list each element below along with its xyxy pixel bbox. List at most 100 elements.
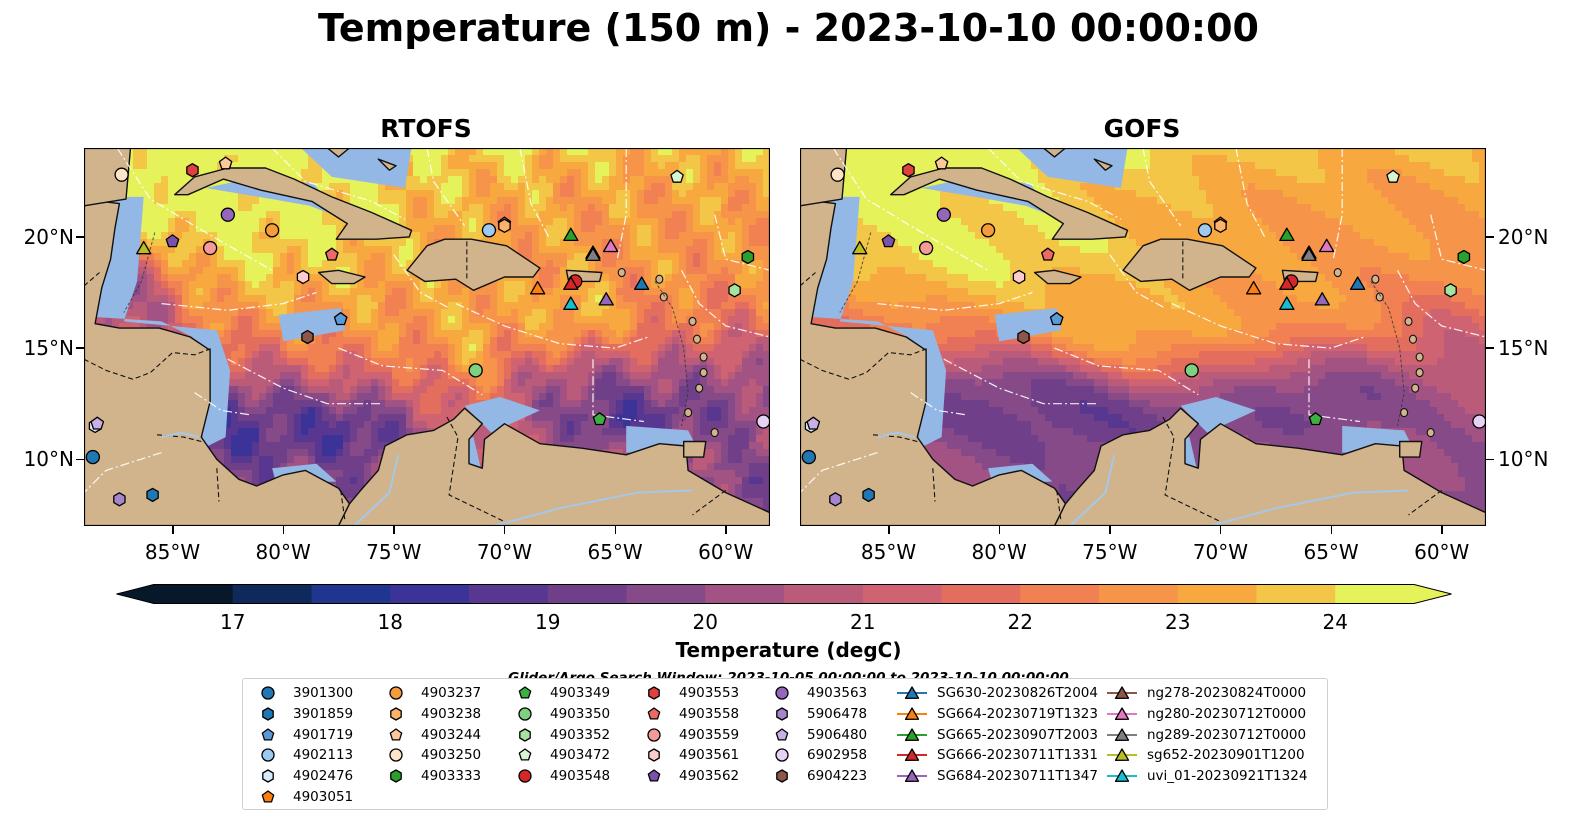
legend-label: ng278-20230824T0000 <box>1147 685 1307 701</box>
legend-item: ng280-20230712T0000 <box>1105 704 1306 724</box>
marker-5906480 <box>90 416 105 430</box>
marker-4901719 <box>1049 312 1064 326</box>
land-jamaica <box>1033 269 1082 285</box>
legend-marker-icon <box>519 727 531 742</box>
marker-ng280-20230712T0000 <box>1318 238 1335 253</box>
legend-item: 4903352 <box>508 725 610 745</box>
legend-marker-icon <box>648 748 660 763</box>
legend-marker-icon <box>518 748 532 761</box>
legend-item: 4903561 <box>637 745 739 765</box>
legend-item: 5906480 <box>765 725 867 745</box>
marker-4903553 <box>902 163 915 178</box>
legend-item: SG684-20230711T1347 <box>895 766 1098 786</box>
shallow-shelf <box>84 196 231 449</box>
colorbar-tick-label: 23 <box>1165 610 1191 634</box>
marker-3901300 <box>801 449 817 465</box>
colorbar-max-extend <box>1414 584 1452 604</box>
marker-4903244 <box>218 156 233 170</box>
marker-SG665-20230907T2003 <box>563 227 579 242</box>
lon-tick-label: 70°W <box>476 540 533 564</box>
marker-4903349 <box>1308 412 1323 426</box>
legend-label: 4903244 <box>421 726 482 743</box>
legend-label: 4903333 <box>421 768 482 785</box>
marker-sg652-20230901T1200 <box>136 240 152 255</box>
legend-marker-icon <box>262 769 274 783</box>
legend-label: SG630-20230826T2004 <box>937 685 1098 701</box>
marker-ng280-20230712T0000 <box>602 238 619 253</box>
lat-tick-mark <box>76 458 84 461</box>
legend-label: sg652-20230901T1200 <box>1147 747 1305 764</box>
colorbar-title: Temperature (degC) <box>675 638 902 662</box>
lon-tick-mark <box>282 526 285 534</box>
legend-marker-icon <box>389 727 403 741</box>
legend-item: 4903350 <box>508 704 610 724</box>
marker-4903349 <box>592 412 607 426</box>
shallow-shelf <box>300 148 412 188</box>
marker-4903559 <box>202 240 218 256</box>
colorbar-segment <box>311 584 391 604</box>
legend-label: 4903558 <box>679 705 740 722</box>
legend-item: ng289-20230712T0000 <box>1105 725 1306 745</box>
legend-label: ng280-20230712T0000 <box>1147 705 1307 722</box>
marker-SG684-20230711T1347 <box>598 292 614 306</box>
legend-marker-icon <box>647 727 661 742</box>
marker-4903333 <box>741 249 755 265</box>
legend-marker-icon <box>897 748 927 762</box>
marker-4903352 <box>1444 283 1457 298</box>
marker-4903237 <box>980 223 996 238</box>
legend-item: 5906478 <box>765 704 867 724</box>
legend-item: 4903238 <box>379 704 481 724</box>
map-panel-rtofs <box>84 148 770 526</box>
legend-item: uvi_01-20230921T1324 <box>1105 766 1307 786</box>
land-trinidad <box>1399 440 1423 458</box>
lon-tick-mark <box>888 526 890 534</box>
lat-tick-mark <box>1486 236 1494 238</box>
legend-label: 4903553 <box>679 685 740 701</box>
legend-marker-icon <box>261 748 275 763</box>
lat-tick-label: 10°N <box>23 447 74 472</box>
shallow-shelf <box>994 308 1062 342</box>
legend-item: 4903333 <box>379 766 481 786</box>
legend-label: 5906478 <box>807 705 868 722</box>
panel-title-gofs: GOFS <box>1103 114 1181 143</box>
lon-tick-mark <box>393 526 395 534</box>
legend-label: 5906480 <box>807 726 868 743</box>
marker-ng289-20230712T0000 <box>585 247 601 262</box>
shallow-shelf <box>278 308 346 342</box>
legend-label: SG666-20230711T1331 <box>937 747 1098 764</box>
marker-4903561 <box>1012 269 1026 285</box>
legend-item: 4903548 <box>508 766 610 786</box>
legend-label: 4903561 <box>679 747 740 764</box>
colorbar-segment <box>1099 584 1179 604</box>
lat-tick-label: 15°N <box>23 336 74 361</box>
legend-marker-icon <box>261 727 275 741</box>
legend-marker-icon <box>389 748 403 763</box>
land-southAmerica <box>1053 407 1486 526</box>
marker-uvi_01-20230921T1324 <box>563 296 579 310</box>
shallow-shelf <box>800 196 947 449</box>
shallow-shelf <box>464 397 540 433</box>
land-hispaniola <box>406 238 541 292</box>
legend-item: 4903237 <box>379 683 481 703</box>
shallow-shelf <box>1016 148 1128 188</box>
marker-4903553 <box>186 163 199 178</box>
lon-tick-label: 70°W <box>1192 540 1249 564</box>
legend-item: 4903559 <box>637 725 739 745</box>
lon-tick-label: 65°W <box>587 540 643 564</box>
colorbar-tick-label: 24 <box>1322 610 1348 634</box>
lon-tick-mark <box>1441 526 1443 534</box>
lon-tick-label: 60°W <box>1414 540 1470 564</box>
land-yucatanTop <box>800 148 848 207</box>
colorbar-segment <box>469 584 549 604</box>
marker-4903350 <box>1184 363 1199 378</box>
legend-label: SG665-20230907T2003 <box>937 726 1098 743</box>
legend-marker-icon <box>518 686 532 699</box>
marker-4903238 <box>1214 218 1227 233</box>
land-bahamas1 <box>1042 148 1067 158</box>
legend-item: 4903349 <box>508 683 610 703</box>
legend-label: SG664-20230719T1323 <box>937 705 1098 722</box>
legend-item: 6902958 <box>765 745 867 765</box>
marker-4903244 <box>934 156 949 170</box>
legend-marker-icon <box>647 707 661 720</box>
colorbar-tick-label: 18 <box>377 610 403 634</box>
